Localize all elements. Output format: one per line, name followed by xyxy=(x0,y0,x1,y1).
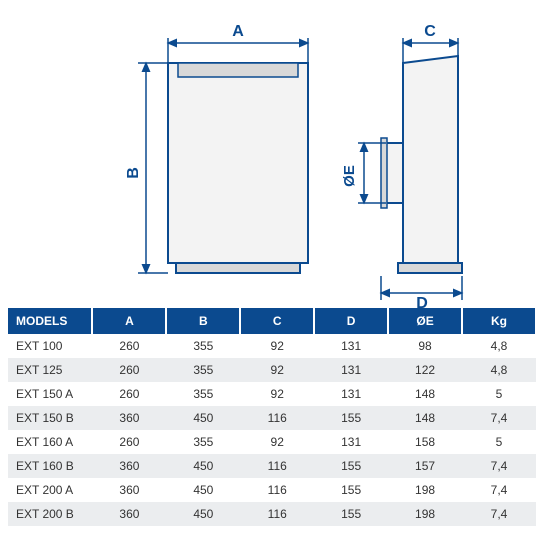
table-row: EXT 150 B3604501161551487,4 xyxy=(8,406,536,430)
table-cell: 157 xyxy=(388,454,462,478)
side-view: C D ØE xyxy=(341,23,462,308)
table-row: EXT 160 B3604501161551577,4 xyxy=(8,454,536,478)
table-cell: 450 xyxy=(166,502,240,526)
table-cell: 92 xyxy=(240,358,314,382)
col-header: C xyxy=(240,308,314,334)
table-cell: 116 xyxy=(240,478,314,502)
col-header: A xyxy=(92,308,166,334)
table-cell: 158 xyxy=(388,430,462,454)
dim-label-d: D xyxy=(416,295,428,308)
table-cell: EXT 200 A xyxy=(8,478,92,502)
table-cell: 155 xyxy=(314,478,388,502)
table-cell: 260 xyxy=(92,430,166,454)
table-cell: EXT 150 A xyxy=(8,382,92,406)
table-cell: EXT 200 B xyxy=(8,502,92,526)
table-cell: 450 xyxy=(166,454,240,478)
table-row: EXT 200 B3604501161551987,4 xyxy=(8,502,536,526)
table-cell: EXT 125 xyxy=(8,358,92,382)
table-cell: 198 xyxy=(388,478,462,502)
table-cell: 148 xyxy=(388,382,462,406)
table-cell: 355 xyxy=(166,358,240,382)
table-cell: 116 xyxy=(240,406,314,430)
table-cell: 131 xyxy=(314,430,388,454)
table-cell: 260 xyxy=(92,382,166,406)
dim-label-b: B xyxy=(125,167,142,179)
table-cell: 260 xyxy=(92,358,166,382)
table-cell: 5 xyxy=(462,382,536,406)
table-cell: 131 xyxy=(314,358,388,382)
col-header: MODELS xyxy=(8,308,92,334)
table-cell: 198 xyxy=(388,502,462,526)
table-cell: 4,8 xyxy=(462,358,536,382)
dimension-diagram: A B C D ØE xyxy=(8,8,537,308)
table-cell: 7,4 xyxy=(462,478,536,502)
dim-label-oe: ØE xyxy=(341,165,358,187)
table-cell: 131 xyxy=(314,382,388,406)
table-cell: 92 xyxy=(240,382,314,406)
table-cell: 355 xyxy=(166,334,240,358)
table-cell: 122 xyxy=(388,358,462,382)
table-cell: 360 xyxy=(92,478,166,502)
table-cell: 355 xyxy=(166,382,240,406)
col-header: ØE xyxy=(388,308,462,334)
table-cell: 116 xyxy=(240,454,314,478)
table-cell: EXT 150 B xyxy=(8,406,92,430)
dimensions-table: MODELSABCDØEKg EXT 10026035592131984,8EX… xyxy=(8,308,537,526)
col-header: D xyxy=(314,308,388,334)
table-row: EXT 125260355921311224,8 xyxy=(8,358,536,382)
table-cell: EXT 160 B xyxy=(8,454,92,478)
front-view: A B xyxy=(125,23,308,273)
table-row: EXT 160 A260355921311585 xyxy=(8,430,536,454)
table-cell: 7,4 xyxy=(462,454,536,478)
table-cell: 148 xyxy=(388,406,462,430)
dim-label-c: C xyxy=(424,23,436,40)
table-cell: 155 xyxy=(314,502,388,526)
table-row: EXT 10026035592131984,8 xyxy=(8,334,536,358)
table-cell: 360 xyxy=(92,454,166,478)
table-cell: 5 xyxy=(462,430,536,454)
table-cell: 92 xyxy=(240,334,314,358)
table-cell: 155 xyxy=(314,406,388,430)
table-cell: EXT 100 xyxy=(8,334,92,358)
table-cell: 98 xyxy=(388,334,462,358)
table-cell: 450 xyxy=(166,406,240,430)
col-header: B xyxy=(166,308,240,334)
dim-label-a: A xyxy=(232,23,244,40)
table-cell: 4,8 xyxy=(462,334,536,358)
table-cell: 260 xyxy=(92,334,166,358)
table-cell: 355 xyxy=(166,430,240,454)
table-cell: 360 xyxy=(92,502,166,526)
table-cell: 450 xyxy=(166,478,240,502)
table-cell: 155 xyxy=(314,454,388,478)
table-cell: 7,4 xyxy=(462,406,536,430)
table-row: EXT 200 A3604501161551987,4 xyxy=(8,478,536,502)
col-header: Kg xyxy=(462,308,536,334)
table-cell: 92 xyxy=(240,430,314,454)
table-cell: EXT 160 A xyxy=(8,430,92,454)
table-row: EXT 150 A260355921311485 xyxy=(8,382,536,406)
table-cell: 131 xyxy=(314,334,388,358)
table-cell: 116 xyxy=(240,502,314,526)
table-cell: 360 xyxy=(92,406,166,430)
table-cell: 7,4 xyxy=(462,502,536,526)
